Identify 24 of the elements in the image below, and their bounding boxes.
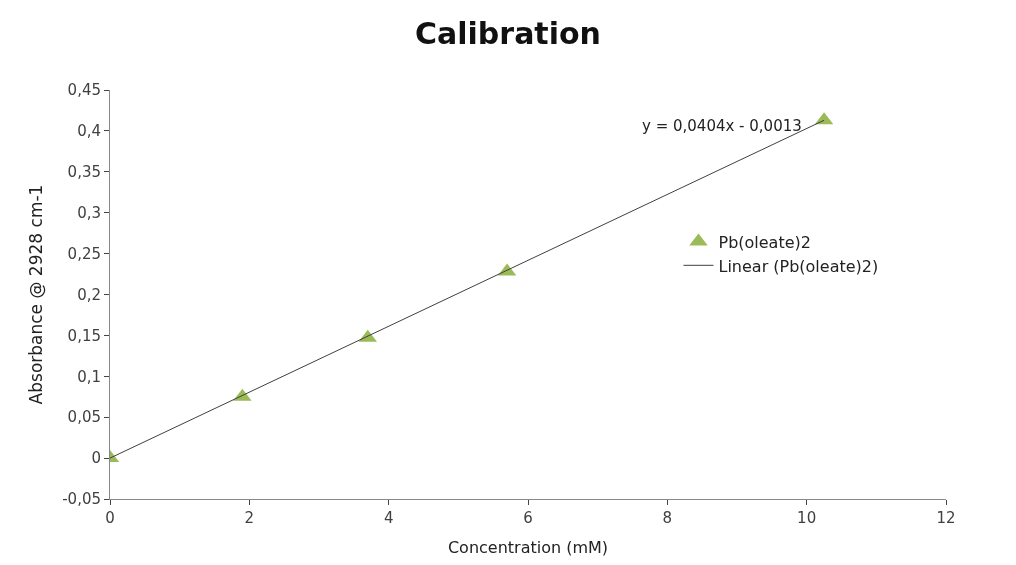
y-tick-label: 0,4 bbox=[77, 122, 101, 141]
y-tick-label: 0,2 bbox=[77, 285, 101, 304]
annotation: y = 0,0404x - 0,0013 bbox=[642, 117, 802, 135]
x-tick-label: 0 bbox=[105, 509, 115, 527]
y-axis-title: Absorbance @ 2928 cm-1 bbox=[25, 184, 46, 405]
y-tick-label: 0,35 bbox=[67, 163, 101, 182]
y-tick-label: 0,1 bbox=[77, 367, 101, 386]
chart-title: Calibration bbox=[415, 15, 601, 51]
x-axis-title: Concentration (mM) bbox=[447, 537, 609, 557]
x-tick-label: 8 bbox=[662, 509, 673, 527]
legend-label: Pb(oleate)2 bbox=[718, 232, 811, 252]
y-tick-label: 0 bbox=[91, 449, 101, 468]
y-tick-label: 0,3 bbox=[77, 203, 101, 222]
x-tick-label: 12 bbox=[936, 509, 956, 527]
x-tick-label: 10 bbox=[797, 509, 817, 527]
y-tick-label: -0,05 bbox=[62, 490, 101, 509]
x-tick-label: 6 bbox=[523, 509, 533, 527]
y-tick-label: 0,15 bbox=[67, 326, 101, 345]
y-tick-label: 0,25 bbox=[67, 244, 101, 263]
x-tick-label: 2 bbox=[244, 509, 255, 527]
legend-label: Linear (Pb(oleate)2) bbox=[718, 256, 879, 276]
x-tick-label: 4 bbox=[383, 509, 394, 527]
y-tick-label: 0,45 bbox=[67, 81, 101, 100]
y-tick-label: 0,05 bbox=[67, 408, 101, 427]
